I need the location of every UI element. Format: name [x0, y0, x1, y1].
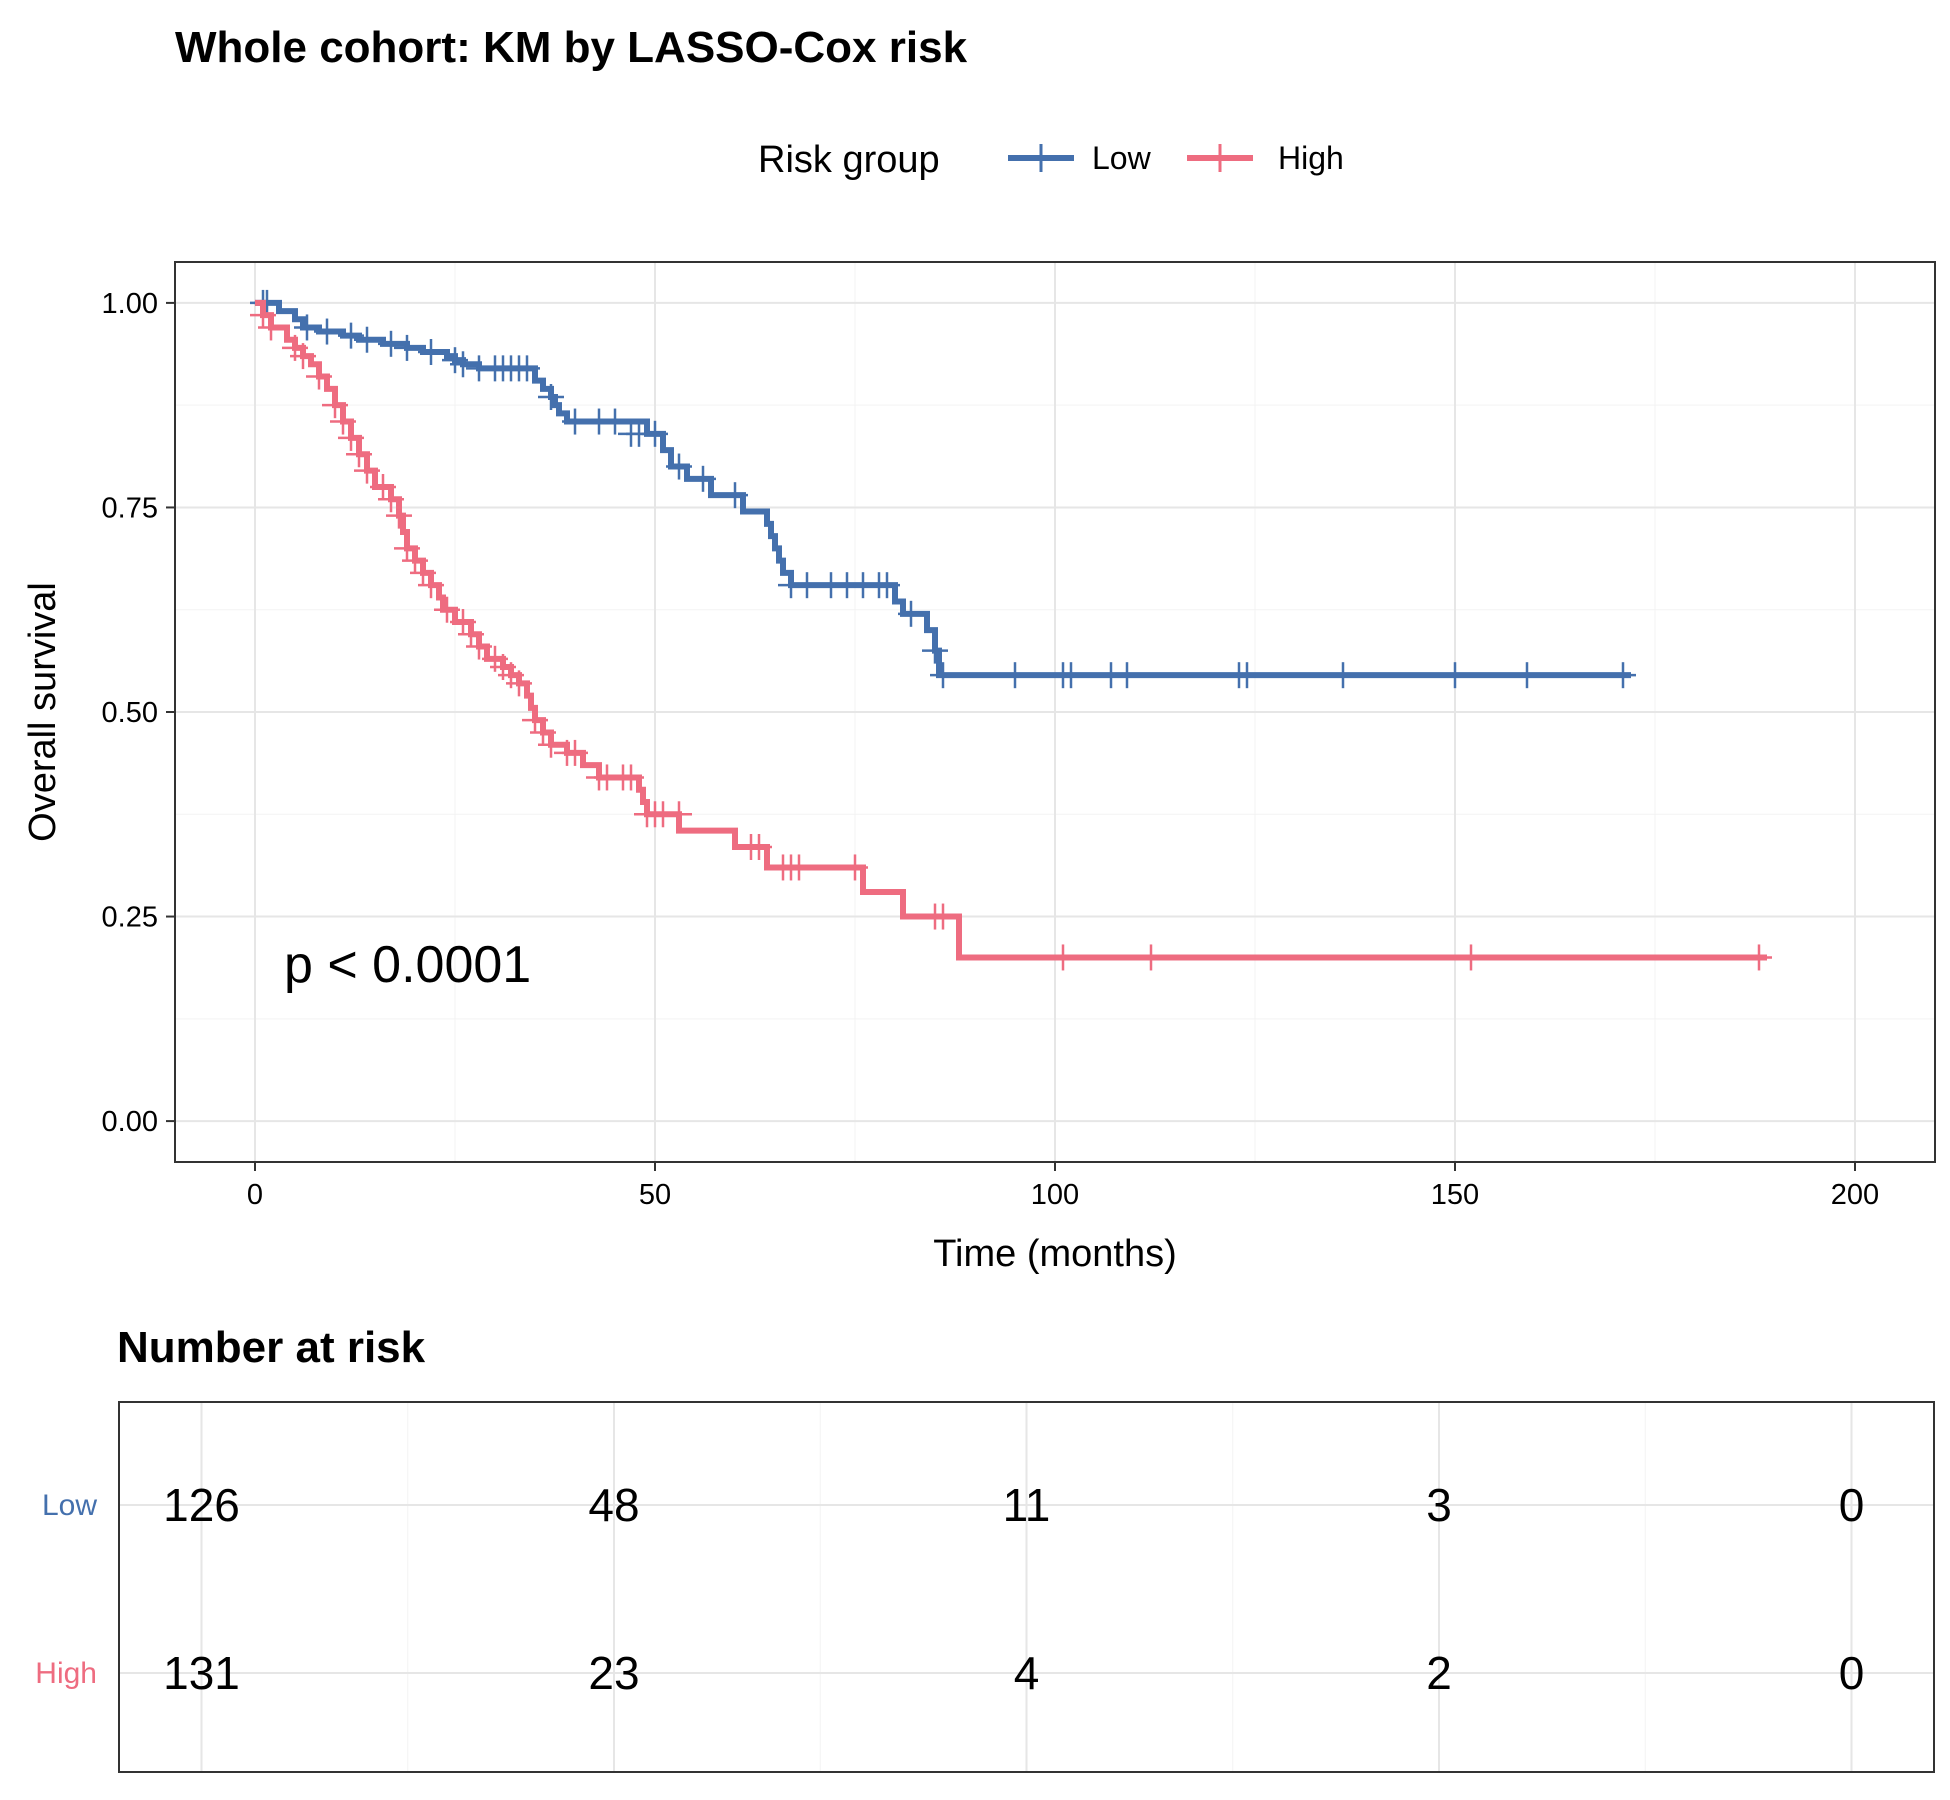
y-axis-ticks: 0.00 0.25 0.50 0.75 1.00	[102, 288, 175, 1138]
legend-entry-low: Low	[1008, 140, 1152, 176]
risk-count-low: 0	[1839, 1479, 1865, 1531]
x-tick-label: 50	[639, 1179, 671, 1211]
x-tick-label: 100	[1031, 1179, 1079, 1211]
x-axis-title: Time (months)	[933, 1233, 1177, 1275]
y-tick-label: 0.75	[102, 492, 158, 524]
risk-table-title: Number at risk	[117, 1323, 426, 1372]
risk-count-high: 4	[1014, 1647, 1040, 1699]
x-tick-label: 200	[1831, 1179, 1879, 1211]
risk-count-low: 3	[1426, 1479, 1452, 1531]
y-tick-label: 0.50	[102, 697, 158, 729]
chart-title: Whole cohort: KM by LASSO-Cox risk	[175, 23, 968, 72]
risk-table-border	[118, 1401, 1935, 1773]
risk-table-cells: Low 126 48 11 3 0 High 131 23 4 2 0	[35, 1479, 1864, 1699]
p-value-annotation: p < 0.0001	[284, 936, 531, 994]
survival-curve-low	[255, 299, 1631, 679]
legend: Risk group Low High	[758, 139, 1344, 181]
y-axis-title: Overall survival	[22, 582, 64, 842]
risk-count-low: 126	[163, 1479, 240, 1531]
legend-label-low: Low	[1092, 140, 1152, 176]
y-tick-label: 1.00	[102, 288, 158, 320]
survival-curves	[250, 289, 1772, 971]
risk-count-low: 11	[1003, 1479, 1051, 1531]
survival-curve-high	[255, 299, 1767, 961]
y-tick-label: 0.00	[102, 1106, 158, 1138]
plot-grid	[175, 262, 1935, 1162]
risk-row-label-low: Low	[42, 1489, 97, 1522]
risk-count-high: 0	[1839, 1647, 1865, 1699]
legend-label-high: High	[1278, 140, 1344, 176]
risk-count-high: 2	[1426, 1647, 1452, 1699]
x-axis-ticks: 0 50 100 150 200	[247, 1162, 1879, 1211]
x-tick-label: 150	[1431, 1179, 1479, 1211]
risk-count-high: 131	[163, 1647, 240, 1699]
risk-count-low: 48	[588, 1479, 639, 1531]
y-tick-label: 0.25	[102, 902, 158, 934]
legend-entry-high: High	[1187, 140, 1344, 176]
x-tick-label: 0	[247, 1179, 263, 1211]
legend-title: Risk group	[758, 139, 940, 181]
risk-count-high: 23	[588, 1647, 639, 1699]
risk-table-grid	[119, 1402, 1934, 1772]
risk-row-label-high: High	[35, 1657, 97, 1690]
